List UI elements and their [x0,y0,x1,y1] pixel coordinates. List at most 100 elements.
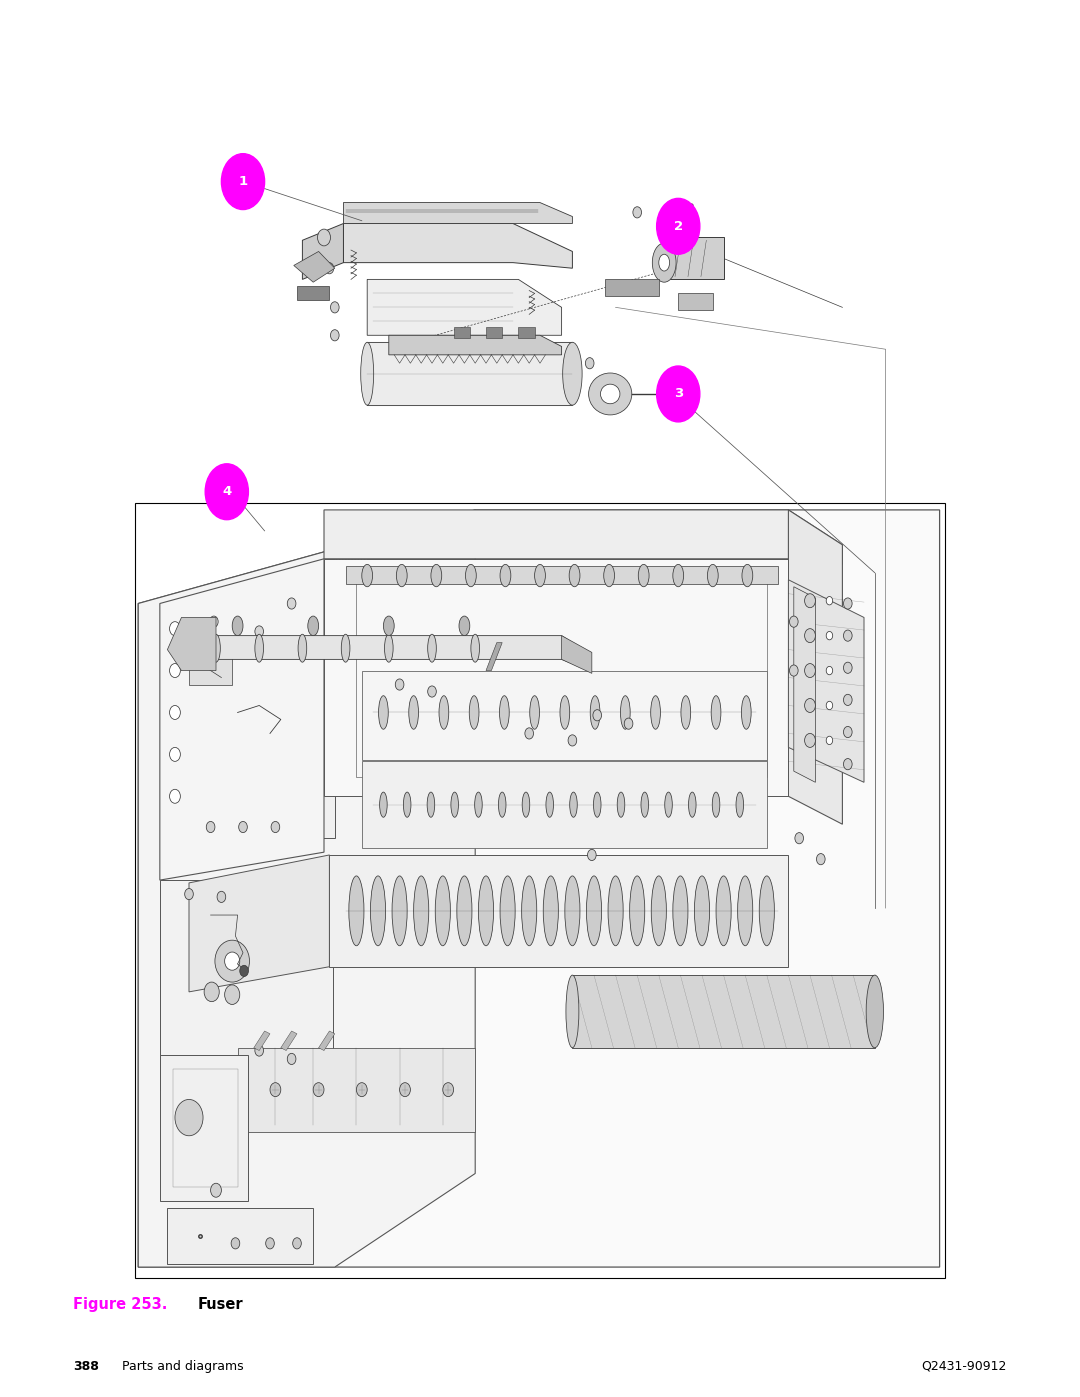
FancyBboxPatch shape [454,327,470,338]
Ellipse shape [469,696,480,729]
Ellipse shape [215,940,249,982]
Ellipse shape [522,876,537,946]
Ellipse shape [255,634,264,662]
Ellipse shape [500,876,515,946]
Ellipse shape [712,696,721,729]
Ellipse shape [673,876,688,946]
Circle shape [270,1083,281,1097]
Circle shape [843,630,852,641]
Polygon shape [572,975,875,1048]
Circle shape [325,263,334,274]
Ellipse shape [428,634,436,662]
Circle shape [789,616,798,627]
Polygon shape [167,617,216,671]
Ellipse shape [566,975,579,1048]
Ellipse shape [694,876,710,946]
Polygon shape [189,657,232,685]
FancyBboxPatch shape [518,327,535,338]
Polygon shape [670,237,724,279]
Circle shape [221,154,265,210]
Polygon shape [254,1031,270,1051]
Polygon shape [189,855,329,992]
Ellipse shape [642,792,649,817]
Ellipse shape [471,634,480,662]
Circle shape [330,330,339,341]
Ellipse shape [565,876,580,946]
Text: 1: 1 [239,175,247,189]
Circle shape [816,854,825,865]
Ellipse shape [652,243,676,282]
Circle shape [826,666,833,675]
Polygon shape [605,279,659,296]
Ellipse shape [392,876,407,946]
Polygon shape [794,587,815,782]
Circle shape [255,1045,264,1056]
Ellipse shape [459,616,470,636]
Ellipse shape [621,696,631,729]
Ellipse shape [569,564,580,587]
Ellipse shape [408,696,419,729]
Circle shape [225,985,240,1004]
Ellipse shape [673,564,684,587]
Circle shape [843,759,852,770]
Text: 388: 388 [73,1359,99,1373]
Bar [135,503,945,1278]
Ellipse shape [451,792,459,817]
Ellipse shape [866,975,883,1048]
Polygon shape [362,761,767,848]
Polygon shape [319,1031,335,1051]
Ellipse shape [608,876,623,946]
Circle shape [428,686,436,697]
Text: Fuser: Fuser [198,1298,243,1312]
Ellipse shape [383,616,394,636]
Ellipse shape [428,792,435,817]
Ellipse shape [438,696,449,729]
Polygon shape [297,286,329,300]
Polygon shape [346,566,778,584]
Circle shape [313,1083,324,1097]
Ellipse shape [298,634,307,662]
Polygon shape [324,510,842,564]
Ellipse shape [543,876,558,946]
Circle shape [356,1083,367,1097]
Circle shape [185,888,193,900]
Ellipse shape [435,876,450,946]
Polygon shape [678,293,713,310]
Circle shape [255,626,264,637]
Ellipse shape [546,792,554,817]
Ellipse shape [665,792,673,817]
Ellipse shape [349,876,364,946]
Ellipse shape [499,696,510,729]
Ellipse shape [380,792,387,817]
Ellipse shape [651,696,661,729]
Ellipse shape [586,876,602,946]
Ellipse shape [716,876,731,946]
Polygon shape [343,224,572,268]
Ellipse shape [308,616,319,636]
Ellipse shape [535,564,545,587]
Ellipse shape [659,254,670,271]
Circle shape [395,679,404,690]
Polygon shape [486,643,502,671]
Text: Figure 253.: Figure 253. [73,1298,167,1312]
Ellipse shape [600,384,620,404]
Ellipse shape [384,634,393,662]
Circle shape [826,597,833,605]
Ellipse shape [530,696,540,729]
Circle shape [843,662,852,673]
Text: 3: 3 [674,387,683,401]
Ellipse shape [404,792,411,817]
Circle shape [293,1238,301,1249]
Circle shape [206,821,215,833]
Circle shape [205,464,248,520]
Text: 2: 2 [674,219,683,233]
Circle shape [624,718,633,729]
Circle shape [826,736,833,745]
Circle shape [843,598,852,609]
Ellipse shape [742,564,753,587]
Circle shape [593,710,602,721]
Ellipse shape [523,792,530,817]
Polygon shape [167,1208,313,1264]
Ellipse shape [737,792,744,817]
Polygon shape [138,510,475,1267]
